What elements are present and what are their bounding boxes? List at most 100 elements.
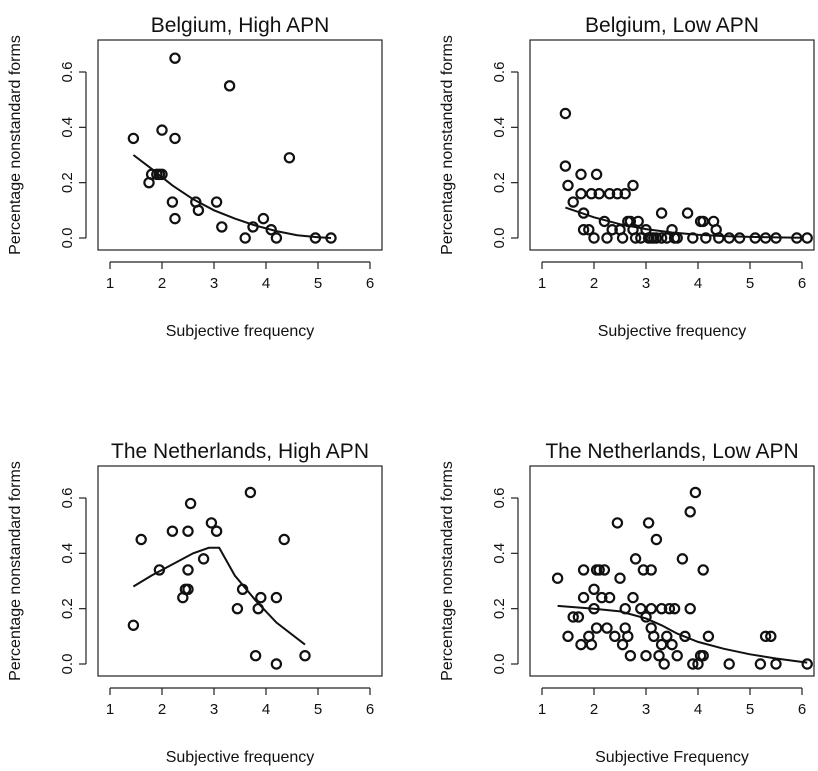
- data-point: [325, 232, 337, 244]
- data-point: [601, 232, 613, 244]
- x-tick-label: 2: [590, 701, 598, 718]
- data-point: [182, 525, 194, 537]
- data-point: [577, 207, 590, 219]
- data-point: [640, 650, 652, 662]
- x-tick-label: 6: [798, 701, 806, 718]
- data-point: [145, 168, 158, 181]
- data-point: [679, 630, 691, 643]
- data-point: [166, 525, 179, 537]
- data-point: [210, 525, 223, 537]
- data-point: [270, 591, 283, 604]
- data-point: [606, 223, 618, 236]
- data-point: [590, 168, 603, 181]
- data-point: [239, 232, 251, 244]
- data-point: [577, 591, 590, 604]
- data-point: [127, 619, 140, 631]
- data-point: [135, 533, 147, 546]
- data-point: [598, 564, 611, 576]
- data-point: [629, 232, 642, 244]
- data-point: [611, 517, 624, 529]
- data-point: [583, 223, 595, 236]
- data-point: [593, 188, 605, 200]
- x-tick-label: 2: [590, 275, 598, 292]
- data-point: [629, 553, 642, 565]
- data-point: [575, 168, 587, 181]
- chart-panel-4: The Netherlands, Low APN 1 2 3 4 5 6 Subjective…: [439, 440, 815, 766]
- data-point: [223, 80, 236, 92]
- data-point: [801, 658, 813, 670]
- data-point: [676, 553, 689, 565]
- x-tick-label: 4: [694, 701, 702, 718]
- data-point: [609, 630, 621, 643]
- data-point: [687, 658, 699, 670]
- x-tick-label: 5: [314, 701, 322, 718]
- data-point: [622, 630, 634, 643]
- chart-title: Belgium, High APN: [151, 14, 330, 37]
- x-tick-label: 4: [694, 275, 702, 292]
- data-point: [655, 602, 668, 615]
- x-tick-label: 2: [158, 701, 166, 718]
- data-point: [642, 517, 655, 529]
- chart-panel-1: Belgium, High APN 1 2 3 4 5 6 Subjective freque…: [7, 14, 383, 340]
- x-tick-label: 6: [798, 275, 806, 292]
- data-point: [655, 232, 668, 244]
- data-point: [791, 232, 803, 244]
- data-point: [551, 572, 564, 584]
- data-point: [156, 124, 168, 136]
- data-point: [671, 650, 683, 662]
- data-point: [645, 564, 657, 576]
- x-tick-label: 1: [106, 275, 114, 292]
- data-point: [624, 650, 637, 662]
- data-point: [749, 232, 761, 244]
- data-point: [650, 232, 663, 244]
- data-point: [588, 232, 600, 244]
- data-point: [655, 207, 668, 219]
- y-axis-label: Percentage nonstandard forms: [7, 35, 24, 255]
- data-point: [759, 630, 772, 643]
- y-tick-label: 0.0: [491, 654, 508, 675]
- data-point: [205, 517, 218, 529]
- data-point: [575, 188, 587, 200]
- data-point: [770, 658, 782, 670]
- data-point: [562, 179, 574, 192]
- data-point: [635, 232, 647, 244]
- x-axis-label: Subjective frequency: [166, 323, 315, 340]
- y-tick-label: 0.6: [491, 62, 508, 83]
- data-point: [231, 602, 244, 615]
- data-point: [697, 215, 709, 228]
- data-point: [593, 564, 605, 576]
- plot-frame: [529, 39, 815, 251]
- data-point: [577, 223, 590, 236]
- y-tick-label: 0.4: [491, 117, 508, 138]
- data-point: [247, 221, 259, 233]
- data-point: [585, 188, 598, 200]
- x-tick-label: 3: [642, 701, 650, 718]
- data-point: [635, 602, 647, 615]
- data-point: [801, 232, 813, 244]
- y-axis-label: Percentage nonstandard forms: [439, 35, 456, 255]
- data-point: [166, 196, 179, 208]
- data-point: [671, 232, 683, 244]
- x-axis-label: Subjective frequency: [598, 323, 747, 340]
- data-point: [309, 232, 322, 244]
- data-point: [255, 591, 267, 604]
- data-point: [278, 533, 290, 546]
- data-point: [197, 553, 210, 565]
- data-point: [663, 602, 676, 615]
- data-point: [650, 533, 663, 546]
- y-tick-label: 0.2: [59, 172, 76, 193]
- y-tick-label: 0.6: [491, 488, 508, 509]
- data-point: [687, 232, 699, 244]
- chart-panel-3: The Netherlands, High APN 1 2 3 4 5 6 Subjectiv…: [7, 440, 383, 766]
- data-point: [619, 602, 631, 615]
- plot-frame: [97, 39, 383, 251]
- x-tick-label: 3: [642, 275, 650, 292]
- y-axis-label: Percentage nonstandard forms: [439, 461, 456, 681]
- chart-title: Belgium, Low APN: [585, 14, 759, 37]
- data-point: [598, 215, 611, 228]
- data-point: [156, 168, 168, 181]
- data-point: [653, 650, 665, 662]
- y-tick-label: 0.6: [59, 488, 76, 509]
- data-point: [153, 564, 166, 576]
- y-tick-label: 0.2: [491, 598, 508, 619]
